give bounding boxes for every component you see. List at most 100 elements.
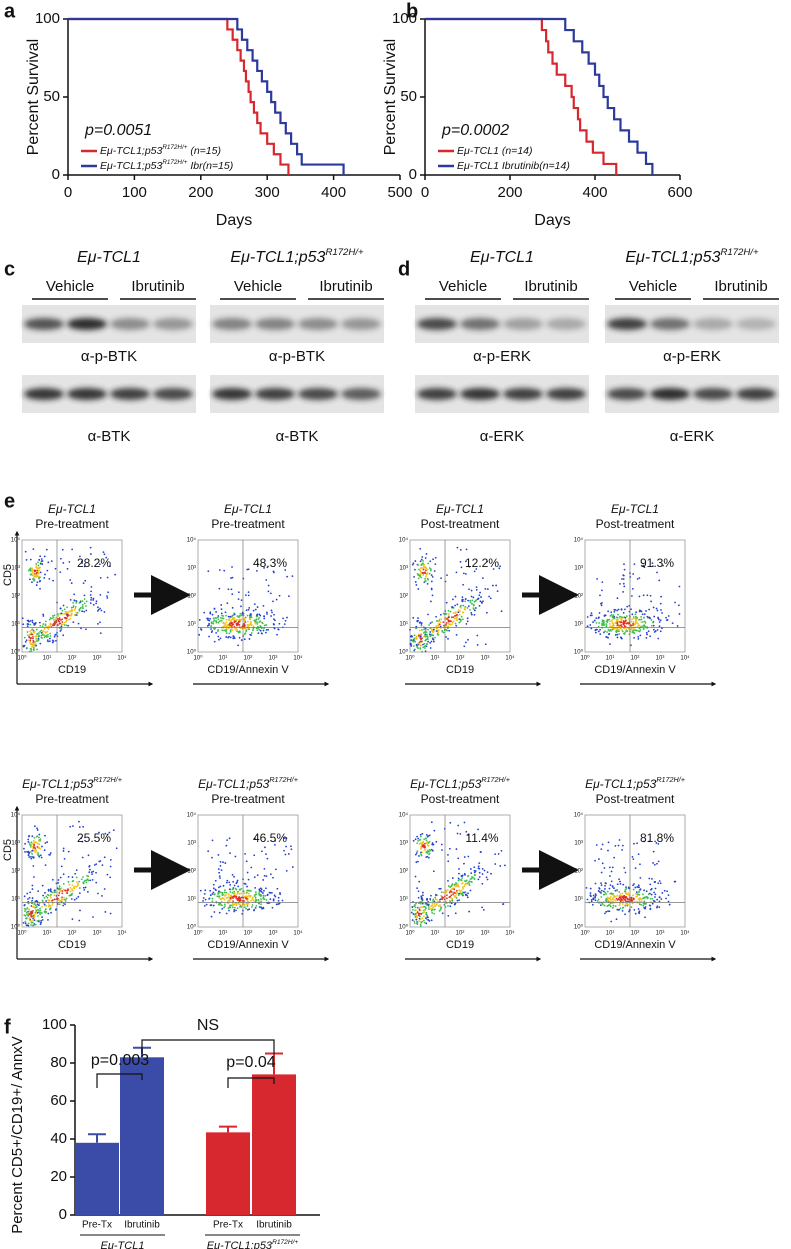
flow-event [262,892,264,894]
flow-event [106,595,108,597]
flow-event [60,608,62,610]
flow-event [64,611,66,613]
flow-event [643,628,645,630]
flow-event [91,871,93,873]
flow-event [599,888,601,890]
flow-event [292,866,294,868]
flow-event [467,600,469,602]
flow-event [591,899,593,901]
flow-event [612,629,614,631]
flow-event [82,604,84,606]
flow-event [48,625,50,627]
flow-event [420,836,422,838]
lane-label: Vehicle [629,278,677,295]
flow-event [597,900,599,902]
flow-event [259,906,261,908]
flow-event [262,622,264,624]
flow-event [656,608,658,610]
flow-event [88,871,90,873]
flow-event [458,880,460,882]
flow-event [78,920,80,922]
flow-event [413,645,415,647]
flow-event [220,604,222,606]
flow-event [29,913,31,915]
flow-event [274,628,276,630]
flow-event [613,857,615,859]
flow-event [266,613,268,615]
flow-event [620,907,622,909]
flow-event [429,631,431,633]
flow-event [71,893,73,895]
flow-event [456,897,458,899]
flow-event [604,885,606,887]
lane-label: Ibrutinib [524,278,577,295]
flow-event [461,879,463,881]
flow-event [632,588,634,590]
flow-event [253,910,255,912]
flow-event [219,620,221,622]
flow-event [255,609,257,611]
flow-event [600,603,602,605]
flow-event [30,559,32,561]
flow-event [482,873,484,875]
flow-event [639,610,641,612]
flow-event [415,876,417,878]
flow-event [623,563,625,565]
flow-event [411,636,413,638]
flow-event [612,867,614,869]
flow-event [37,890,39,892]
flow-event [229,617,231,619]
flow-event [32,636,34,638]
flow-event [71,582,73,584]
flow-event [499,865,501,867]
flow-event [486,612,488,614]
band [693,318,733,330]
flow-event [39,622,41,624]
flow-event [623,612,625,614]
flow-event [423,564,425,566]
flow-event [278,629,280,631]
y-decade-label: 10⁴ [187,812,197,819]
flow-event [238,598,240,600]
flow-event [61,890,63,892]
flow-event [639,629,641,631]
flow-event [449,624,451,626]
flow-event [439,910,441,912]
flow-event [54,621,56,623]
band [24,318,64,330]
flow-event [429,841,431,843]
flow-event [44,835,46,837]
flow-event [632,623,634,625]
flow-event [457,825,459,827]
flow-event [456,893,458,895]
flow-event [219,912,221,914]
flow-event [650,898,652,900]
flow-event [410,645,412,647]
flow-event [641,611,643,613]
flow-event [638,891,640,893]
flow-event [431,919,433,921]
flow-event [624,891,626,893]
x-decade-label: 10¹ [219,656,228,662]
flow-event [221,908,223,910]
flow-event [232,874,234,876]
flow-event [245,629,247,631]
y-tick-label: 80 [50,1054,67,1071]
flow-event [460,549,462,551]
flow-event [467,856,469,858]
flow-event [609,893,611,895]
flow-event [217,892,219,894]
flow-event [279,595,281,597]
flow-event [462,874,464,876]
flow-event [470,890,472,892]
flow-event [604,614,606,616]
lane-label: Vehicle [439,278,487,295]
flow-event [619,839,621,841]
flow-event [27,925,29,927]
flow-event [54,889,56,891]
flow-event [425,567,427,569]
flow-title-part: R172H/+ [481,775,510,784]
flow-event [621,616,623,618]
flow-event [218,588,220,590]
flow-x-label: CD19 [58,939,86,951]
